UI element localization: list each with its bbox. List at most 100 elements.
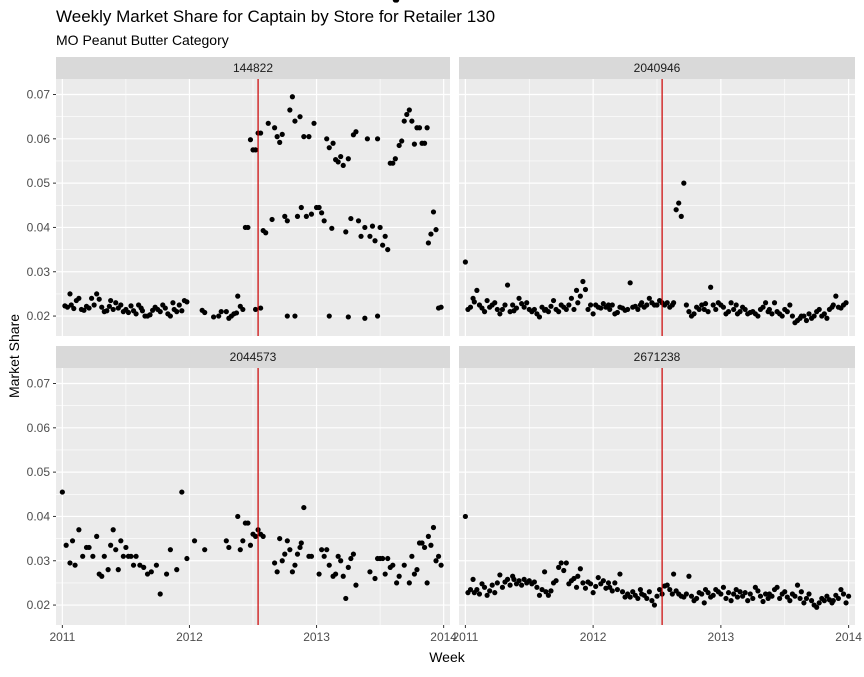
- data-point: [681, 180, 687, 186]
- data-point: [635, 595, 641, 602]
- data-point: [556, 564, 562, 570]
- data-point: [247, 137, 254, 143]
- data-point: [367, 233, 373, 239]
- data-point: [798, 589, 804, 595]
- data-point: [64, 304, 71, 310]
- data-point: [179, 489, 185, 495]
- data-point: [745, 598, 751, 604]
- data-point: [218, 309, 224, 315]
- data-point: [590, 311, 596, 317]
- data-point: [340, 573, 346, 579]
- data-point: [226, 544, 232, 551]
- data-point: [771, 300, 778, 306]
- data-point: [639, 300, 645, 306]
- data-point: [211, 314, 217, 320]
- data-point: [510, 302, 516, 308]
- data-point: [425, 533, 431, 539]
- data-point: [272, 125, 278, 131]
- data-point: [292, 562, 298, 568]
- data-point: [481, 584, 488, 590]
- data-point: [534, 584, 540, 590]
- data-point: [521, 304, 527, 310]
- data-point: [846, 593, 852, 599]
- data-point: [563, 560, 569, 566]
- data-point: [516, 295, 522, 301]
- data-point: [216, 313, 222, 319]
- data-point: [556, 309, 562, 315]
- data-point: [742, 306, 748, 313]
- data-point: [340, 162, 346, 169]
- data-point: [279, 558, 285, 564]
- data-point: [504, 282, 511, 288]
- data-point: [372, 238, 378, 244]
- data-point: [678, 213, 684, 219]
- data-point: [484, 592, 490, 598]
- data-point: [545, 592, 552, 598]
- y-tick-label: 0.06: [27, 132, 51, 146]
- data-point: [81, 307, 87, 313]
- data-point: [737, 589, 743, 595]
- data-point: [345, 314, 351, 320]
- data-point: [750, 595, 756, 602]
- data-point: [294, 213, 301, 219]
- data-point: [333, 571, 339, 577]
- data-point: [277, 139, 283, 145]
- data-point: [474, 287, 480, 293]
- data-point: [292, 313, 298, 319]
- data-point: [438, 304, 444, 310]
- data-point: [113, 300, 119, 306]
- data-point: [467, 586, 474, 593]
- data-point: [733, 586, 739, 593]
- data-point: [364, 136, 370, 142]
- data-point: [76, 295, 82, 301]
- data-point: [392, 156, 398, 162]
- data-point: [654, 302, 660, 308]
- data-point: [762, 300, 769, 306]
- data-point: [133, 553, 139, 559]
- data-point: [287, 107, 293, 113]
- data-point: [120, 553, 126, 559]
- data-point: [289, 94, 295, 100]
- data-point: [765, 595, 771, 602]
- data-point: [524, 300, 530, 306]
- x-tick-label: 2014: [835, 630, 862, 644]
- y-tick-label: 0.03: [27, 554, 51, 568]
- data-point: [467, 304, 474, 310]
- data-point: [240, 306, 246, 313]
- data-point: [330, 140, 336, 146]
- data-point: [531, 306, 537, 313]
- data-point: [671, 300, 677, 306]
- data-point: [840, 591, 847, 597]
- data-point: [240, 538, 246, 544]
- data-point: [245, 520, 251, 526]
- data-point: [484, 297, 490, 304]
- data-point: [130, 562, 137, 568]
- data-point: [108, 542, 114, 548]
- data-point: [728, 598, 734, 604]
- data-point: [125, 309, 132, 316]
- data-point: [539, 586, 545, 593]
- data-point: [348, 215, 354, 222]
- data-point: [260, 533, 266, 539]
- data-point: [593, 583, 599, 590]
- data-point: [353, 582, 359, 588]
- x-tick-label: 2013: [303, 630, 330, 644]
- data-point: [494, 580, 500, 586]
- data-point: [571, 306, 577, 313]
- data-point: [705, 309, 711, 315]
- data-point: [321, 553, 327, 559]
- facet-strip-label: 2040946: [634, 61, 681, 75]
- data-point: [699, 591, 705, 597]
- data-point: [282, 213, 288, 219]
- data-point: [67, 560, 73, 566]
- chart-title: Weekly Market Share for Captain by Store…: [56, 7, 495, 26]
- data-point: [326, 145, 332, 151]
- data-point: [536, 314, 543, 320]
- data-point: [153, 562, 160, 568]
- data-point: [319, 547, 325, 553]
- data-point: [90, 553, 96, 559]
- data-point: [713, 306, 719, 313]
- data-point: [494, 306, 500, 313]
- data-point: [701, 306, 707, 313]
- data-point: [718, 591, 724, 597]
